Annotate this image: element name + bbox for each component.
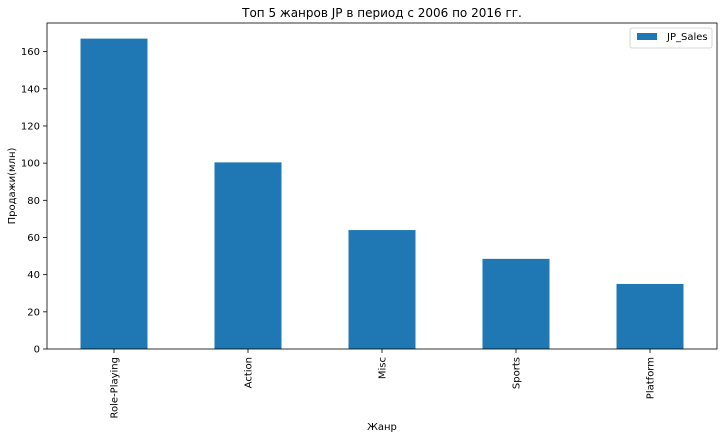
chart-title: Топ 5 жанров JP в период с 2006 по 2016 … bbox=[241, 6, 522, 20]
y-axis-ticks: 0 20 40 60 80 100 120 140 160 bbox=[21, 47, 47, 356]
y-tick-label: 100 bbox=[21, 159, 40, 170]
bar-action bbox=[214, 162, 282, 349]
y-axis-label: Продажи(млн) bbox=[7, 147, 18, 224]
y-tick-label: 160 bbox=[21, 47, 40, 58]
x-axis-label: Жанр bbox=[367, 422, 397, 433]
y-tick-label: 120 bbox=[21, 121, 40, 132]
bar-platform bbox=[616, 283, 684, 349]
x-tick-label: Role-Playing bbox=[110, 357, 121, 418]
x-axis-ticks: Role-Playing Action Misc Sports Platform bbox=[110, 349, 657, 418]
x-tick-label: Action bbox=[244, 357, 255, 388]
bar-sports bbox=[482, 258, 550, 349]
bars-group bbox=[80, 38, 684, 350]
legend-swatch bbox=[637, 33, 657, 40]
y-tick-label: 40 bbox=[27, 270, 40, 281]
bar-role-playing bbox=[80, 38, 148, 350]
y-tick-label: 60 bbox=[27, 233, 40, 244]
y-tick-label: 80 bbox=[27, 196, 40, 207]
x-tick-label: Sports bbox=[512, 357, 523, 389]
y-tick-label: 140 bbox=[21, 84, 40, 95]
y-tick-label: 0 bbox=[34, 345, 40, 356]
legend: JP_Sales bbox=[629, 27, 713, 49]
x-tick-label: Platform bbox=[646, 357, 657, 399]
bar-misc bbox=[348, 230, 416, 349]
legend-label: JP_Sales bbox=[666, 32, 708, 43]
y-tick-label: 20 bbox=[27, 307, 40, 318]
plot-frame bbox=[46, 22, 718, 350]
x-tick-label: Misc bbox=[378, 357, 389, 379]
